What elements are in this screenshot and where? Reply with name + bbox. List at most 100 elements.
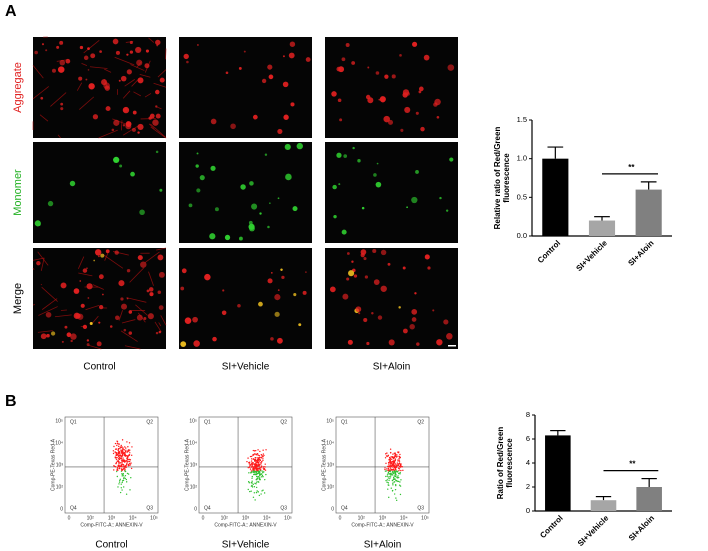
- event: [123, 449, 125, 451]
- flow-x-tick: 10⁵: [150, 515, 158, 521]
- cell: [113, 119, 120, 126]
- cell: [181, 268, 187, 274]
- event: [123, 477, 125, 480]
- event: [124, 450, 127, 453]
- event: [250, 472, 252, 474]
- event: [116, 444, 118, 447]
- flow-x-label: Comp-FITC-A:: ANNEXIN-V: [80, 522, 143, 528]
- cell: [69, 180, 76, 187]
- cell: [144, 63, 150, 69]
- cell: [337, 98, 342, 103]
- event: [255, 461, 257, 464]
- event: [398, 468, 401, 470]
- cell-process: [135, 304, 148, 316]
- event: [391, 470, 394, 473]
- row-label: Aggregate: [12, 62, 24, 113]
- cell-process: [104, 68, 112, 73]
- cell: [439, 196, 442, 200]
- cell: [40, 96, 44, 100]
- event: [393, 493, 396, 495]
- cell-process: [120, 120, 123, 131]
- event: [255, 473, 258, 476]
- event: [249, 490, 251, 493]
- flow-y-tick: 10⁵: [326, 418, 334, 424]
- event: [389, 448, 392, 450]
- cell: [348, 270, 355, 277]
- event: [249, 468, 252, 470]
- cell: [34, 220, 41, 227]
- cell: [424, 254, 430, 260]
- event: [395, 473, 397, 475]
- event: [121, 489, 123, 491]
- event: [387, 471, 390, 474]
- cell: [155, 39, 161, 46]
- cell: [387, 262, 391, 266]
- event: [390, 456, 392, 458]
- event: [128, 450, 130, 452]
- cell: [258, 301, 263, 307]
- cell: [406, 92, 410, 96]
- cell: [373, 279, 380, 285]
- flow-y-label: Comp-PE-Texas Red-A: [321, 438, 327, 491]
- cell: [115, 50, 120, 55]
- event: [391, 469, 393, 471]
- event: [399, 456, 401, 458]
- event: [120, 487, 123, 489]
- cell: [73, 288, 80, 294]
- cell: [238, 66, 242, 70]
- event: [397, 480, 400, 483]
- cell: [269, 202, 271, 204]
- flow-y-tick: 0: [331, 506, 334, 512]
- flow-y-label: Comp-PE-Texas Red-A: [50, 438, 56, 491]
- event: [252, 458, 254, 460]
- cell: [123, 328, 127, 332]
- event: [254, 457, 257, 459]
- event: [117, 449, 120, 451]
- event: [260, 476, 263, 478]
- cell: [264, 153, 268, 156]
- event: [262, 489, 264, 491]
- cell: [375, 181, 382, 188]
- cell-process: [139, 73, 151, 78]
- event: [249, 466, 251, 469]
- cell-process: [37, 251, 49, 266]
- cell: [159, 188, 163, 192]
- cell-process: [77, 256, 85, 270]
- cell: [60, 107, 64, 111]
- cell: [145, 49, 149, 53]
- cell: [251, 203, 258, 210]
- event: [262, 455, 264, 458]
- cell: [418, 90, 422, 94]
- row-label: Monomer: [12, 169, 24, 216]
- event: [391, 458, 393, 460]
- flow-y-tick: 10⁴: [55, 440, 63, 446]
- cell: [125, 123, 132, 130]
- column-label: SI+Vehicle: [222, 540, 270, 551]
- event: [124, 446, 126, 448]
- event: [121, 453, 124, 456]
- event: [253, 473, 255, 476]
- event: [254, 459, 257, 461]
- event: [259, 476, 261, 478]
- quadrant-label: Q4: [70, 505, 77, 511]
- event: [394, 458, 397, 460]
- event: [255, 465, 257, 468]
- event: [252, 496, 255, 498]
- event: [126, 461, 128, 463]
- cell: [399, 54, 402, 57]
- event: [122, 479, 125, 482]
- event: [255, 491, 258, 494]
- cell: [140, 261, 147, 268]
- micrograph: [325, 142, 458, 243]
- cell: [50, 331, 56, 336]
- event: [390, 487, 392, 489]
- cell: [82, 324, 88, 330]
- event: [396, 477, 399, 479]
- cell: [158, 271, 165, 278]
- cell-process: [120, 330, 138, 342]
- event: [117, 448, 120, 450]
- cell: [378, 98, 381, 101]
- event: [402, 469, 404, 472]
- cell: [225, 71, 229, 75]
- cell: [195, 164, 199, 168]
